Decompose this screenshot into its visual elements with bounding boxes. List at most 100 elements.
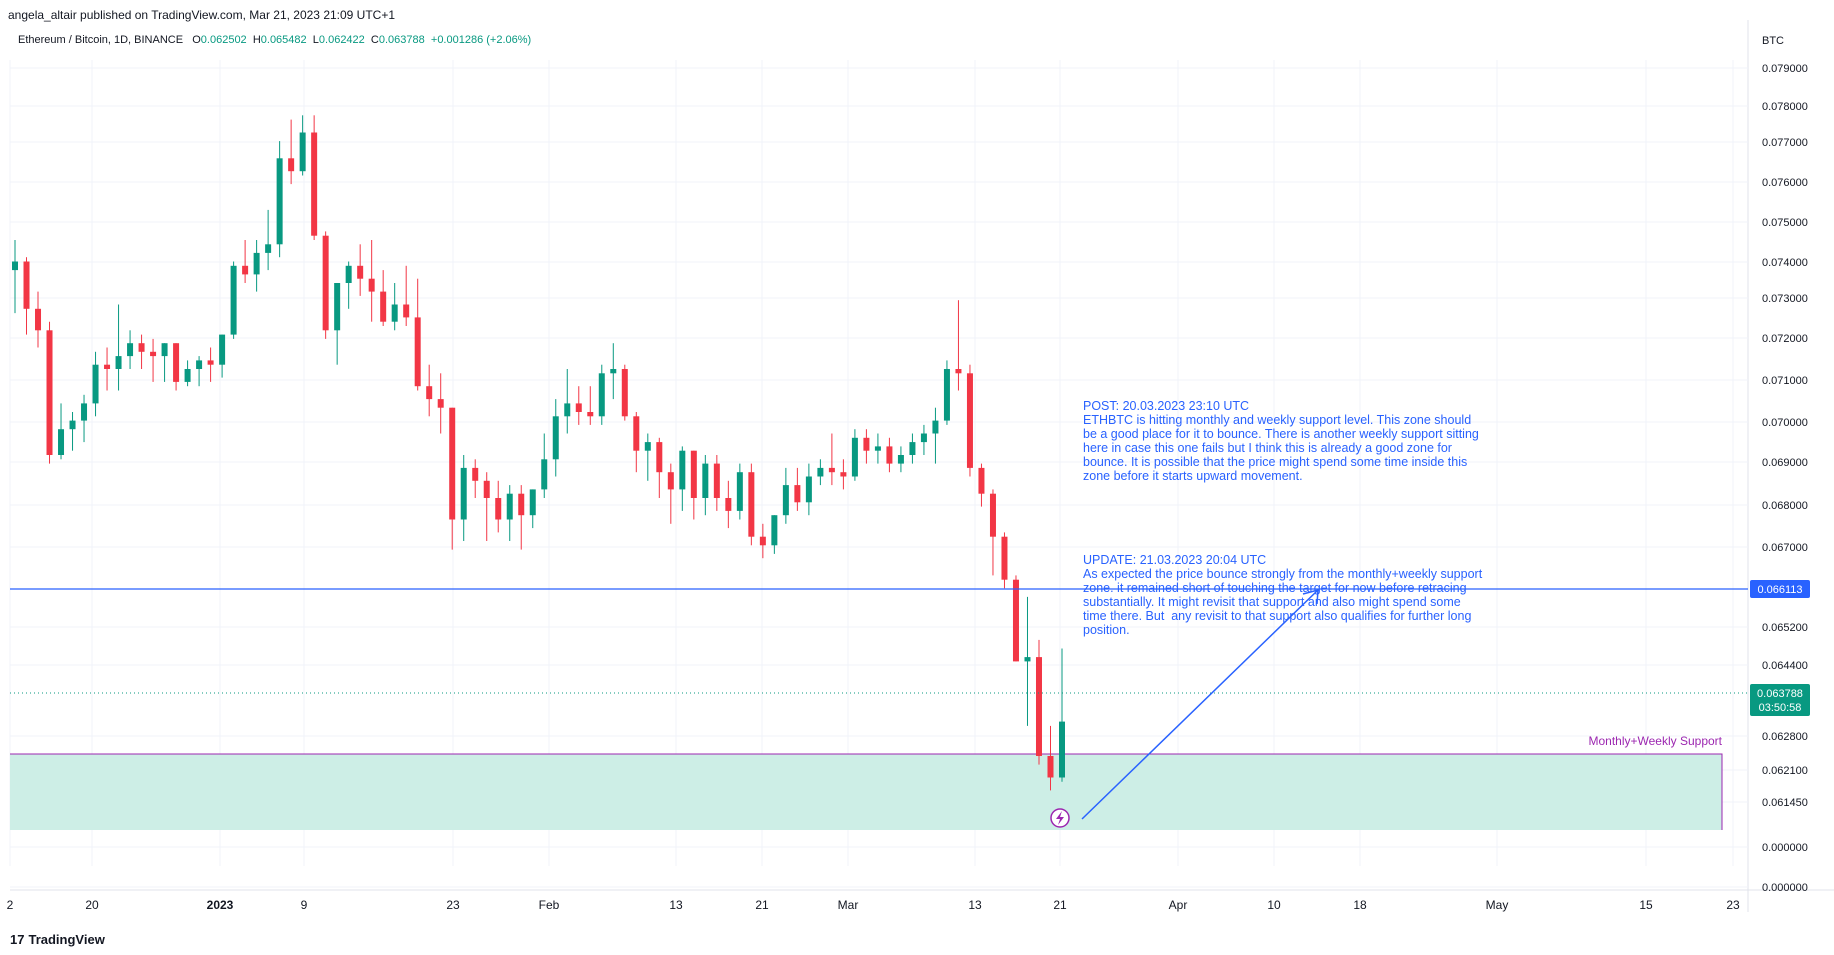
candle-body — [679, 450, 686, 490]
x-tick-label: 21 — [1053, 898, 1067, 912]
high-value: 0.065482 — [260, 34, 307, 46]
y-tick-label: 0.078000 — [1762, 101, 1808, 113]
y-tick-label: 0.075000 — [1762, 217, 1808, 229]
lightning-icon — [1050, 808, 1070, 828]
open-value: 0.062502 — [200, 34, 247, 46]
candle-body — [150, 351, 157, 357]
candle-body — [1047, 756, 1054, 778]
candle-body — [288, 158, 295, 172]
candle-body — [564, 403, 571, 417]
candle-body — [840, 472, 847, 477]
y-tick-label: 0.074000 — [1762, 257, 1808, 269]
candle-body — [656, 442, 663, 473]
target-price-label: 0.066113 — [1757, 584, 1802, 596]
y-tick-label: 0.067000 — [1762, 542, 1808, 554]
candle-body — [12, 261, 18, 271]
tradingview-logo-text: TradingView — [28, 932, 105, 947]
candle-body — [1001, 536, 1008, 580]
analysis-note: POST: 20.03.2023 23:10 UTC ETHBTC is hit… — [1083, 371, 1483, 651]
candle-body — [943, 369, 950, 421]
last-price-label: 0.063788 — [1757, 688, 1803, 700]
candle-body — [1012, 579, 1019, 662]
price-axis[interactable]: BTC 0.079000 0.078000 0.077000 0.076000 0.075… — [1762, 35, 1808, 894]
y-tick-label: 0.077000 — [1762, 137, 1808, 149]
analysis-post: POST: 20.03.2023 23:10 UTC ETHBTC is hit… — [1083, 399, 1479, 483]
candle-body — [863, 437, 870, 451]
low-label: L — [312, 34, 319, 46]
x-tick-label: 23 — [446, 898, 460, 912]
symbol-name[interactable]: Ethereum / Bitcoin, 1D, BINANCE — [18, 34, 184, 46]
candle-body — [759, 536, 766, 546]
low-value: 0.062422 — [318, 34, 365, 46]
x-tick-label: 13 — [669, 898, 683, 912]
x-tick-label: Feb — [539, 898, 560, 912]
x-tick-label: 9 — [301, 898, 308, 912]
candle-body — [368, 278, 375, 292]
analysis-update: UPDATE: 21.03.2023 20:04 UTC As expected… — [1083, 553, 1483, 637]
y-tick-label: 0.070000 — [1762, 417, 1808, 429]
tradingview-mark-icon: 17 — [10, 932, 25, 947]
tradingview-logo[interactable]: 17 TradingView — [10, 932, 105, 947]
candle-body — [955, 369, 962, 374]
target-price-tag — [1750, 580, 1810, 598]
candle-body — [610, 369, 617, 374]
candle-body — [69, 420, 76, 430]
candle-body — [989, 493, 996, 537]
candle-body — [380, 291, 387, 322]
candle-body — [506, 493, 513, 520]
candle-body — [242, 265, 249, 275]
y-tick-label: 0.072000 — [1762, 333, 1808, 345]
close-value: 0.063788 — [378, 34, 425, 46]
candle-body — [518, 493, 525, 516]
support-zone-label: Monthly+Weekly Support — [1588, 734, 1722, 748]
y-tick-label: 0.069000 — [1762, 457, 1808, 469]
candle-body — [449, 407, 456, 520]
candle-body — [828, 467, 835, 473]
x-tick-label: 10 — [1267, 898, 1281, 912]
candle-body — [794, 485, 801, 503]
publisher-line: angela_altair published on TradingView.c… — [8, 8, 396, 22]
candle-body — [58, 429, 65, 455]
candle-body — [472, 467, 479, 481]
x-tick-label: 2 — [7, 898, 14, 912]
candle-body — [334, 283, 341, 331]
candle-body — [1024, 657, 1031, 662]
candle-body — [276, 158, 283, 245]
candle-body — [725, 498, 732, 511]
candle-body — [886, 446, 893, 464]
overlays: 0.066113 0.063788 03:50:58 — [10, 580, 1810, 828]
candle-body — [138, 343, 145, 352]
candle-body — [196, 360, 203, 369]
candle-body — [644, 442, 651, 451]
close-label: C — [370, 34, 379, 46]
x-tick-label: 21 — [755, 898, 769, 912]
x-tick-label: 23 — [1726, 898, 1740, 912]
candle-body — [322, 235, 329, 331]
candle-body — [529, 489, 536, 516]
y-tick-label: 0.076000 — [1762, 177, 1808, 189]
candle-body — [966, 373, 973, 468]
symbol-legend: Ethereum / Bitcoin, 1D, BINANCE O0.06250… — [18, 34, 531, 46]
candle-body — [311, 132, 318, 236]
y-tick-label: 0.064400 — [1762, 660, 1808, 672]
last-price-tag — [1750, 684, 1810, 716]
candle-body — [35, 308, 42, 331]
candle-body — [587, 412, 594, 417]
candle-body — [817, 467, 824, 477]
countdown-label: 03:50:58 — [1759, 702, 1802, 714]
candle-body — [1059, 721, 1065, 778]
time-axis[interactable]: 2 20 2023 9 23 Feb 13 21 Mar 13 21 Apr 10 18 May 15 23 — [7, 898, 1740, 912]
candle-body — [633, 416, 640, 451]
y-tick-label: 0.062800 — [1762, 731, 1808, 743]
candle-body — [897, 455, 904, 464]
x-tick-label: May — [1486, 898, 1509, 912]
candle-body — [23, 261, 30, 309]
y-tick-label: 0.068000 — [1762, 500, 1808, 512]
candle-body — [598, 373, 605, 417]
change-value: +0.001286 (+2.06%) — [430, 34, 532, 46]
candle-body — [460, 467, 467, 520]
candle-body — [403, 304, 410, 318]
candle-body — [391, 304, 398, 322]
candle-body — [173, 343, 180, 382]
